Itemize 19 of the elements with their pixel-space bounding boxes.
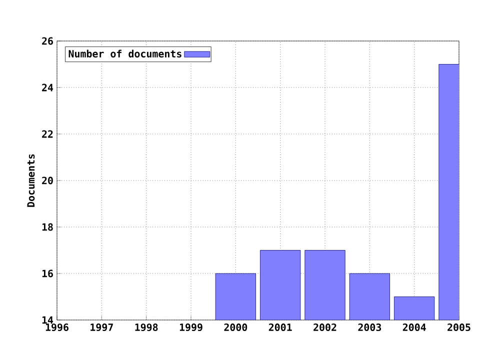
y-tick-label: 22 [42,130,53,138]
y-tick-label: 14 [42,316,54,324]
x-tick-label: 2000 [224,324,248,332]
y-tick-label: 26 [42,37,53,45]
y-tick-label: 18 [42,223,53,231]
y-tick-label: 20 [42,176,53,184]
y-tick-label: 16 [42,270,53,278]
x-tick-label: 2003 [358,324,382,332]
x-tick-label: 1999 [180,324,202,332]
y-tick-label: 24 [42,84,54,92]
y-axis-title: Documents [27,154,35,207]
x-tick-label: 2005 [448,324,470,332]
x-tick-label: 2001 [268,324,292,332]
x-tick-label: 2004 [402,324,426,332]
x-tick-label: 1996 [46,324,68,332]
legend-label: Number of documents [68,50,182,58]
x-tick-label: 2002 [314,324,336,332]
x-tick-label: 1998 [135,324,158,332]
x-tick-label: 1997 [90,324,113,332]
